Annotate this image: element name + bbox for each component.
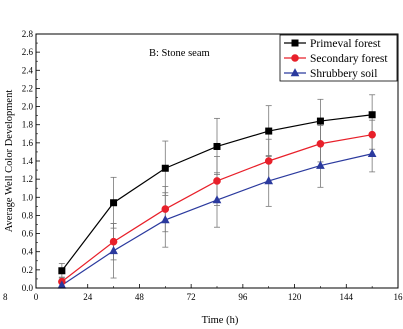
y-tick-label: 2.4 (22, 65, 34, 75)
legend-marker-secondary-forest (291, 54, 299, 62)
y-axis-title: Average Well Color Development (4, 90, 15, 233)
y-tick-label: 0.2 (22, 265, 33, 275)
data-point-secondary-forest (264, 157, 273, 165)
y-tick-label: 1.4 (22, 156, 34, 166)
left-edge-label: 8 (3, 292, 8, 302)
data-point-secondary-forest (213, 177, 221, 185)
x-tick-label: 16 (394, 292, 403, 302)
x-tick-label: 72 (187, 292, 196, 302)
y-tick-label: 0.0 (22, 283, 34, 293)
y-tick-label: 2.8 (22, 29, 34, 39)
data-point-primeval-forest (161, 164, 169, 172)
data-point-shrubbery-soil (212, 195, 222, 204)
legend: Primeval forest Secondary forest Shrubbery… (279, 34, 398, 82)
errorbars-layer (58, 94, 376, 289)
legend-label-primeval-forest: Primeval forest (310, 38, 381, 50)
data-point-shrubbery-soil (316, 160, 325, 169)
y-tick-label: 0.6 (22, 229, 34, 239)
legend-label-secondary-forest: Secondary forest (310, 53, 388, 65)
data-point-secondary-forest (161, 205, 170, 213)
y-tick-label: 2.0 (22, 102, 34, 112)
y-tick-label: 1.0 (22, 192, 34, 202)
legend-marker-shrubbery-soil (290, 68, 300, 77)
data-point-secondary-forest (316, 139, 325, 148)
y-tick-label: 1.8 (22, 120, 34, 130)
x-tick-label: 144 (340, 292, 354, 302)
x-tick-label: 120 (288, 292, 302, 302)
data-point-shrubbery-soil (367, 148, 377, 158)
data-point-primeval-forest (316, 117, 324, 125)
plot-frame (35, 33, 399, 289)
x-tick-label: 24 (83, 292, 93, 302)
x-tick-label: 0 (34, 292, 39, 302)
y-tick-label: 2.6 (22, 47, 34, 57)
data-point-shrubbery-soil (109, 245, 118, 255)
data-point-primeval-forest (213, 142, 221, 150)
data-point-secondary-forest (109, 237, 118, 246)
x-axis-title: Time (h) (202, 315, 239, 326)
data-point-shrubbery-soil (264, 176, 274, 185)
y-tick-label: 2.2 (22, 83, 33, 93)
y-tick-label: 0.4 (22, 247, 34, 257)
data-point-primeval-forest (110, 199, 118, 207)
chart-annotation: B: Stone seam (149, 48, 210, 59)
data-point-primeval-forest (368, 111, 376, 119)
data-point-secondary-forest (368, 130, 376, 139)
data-point-shrubbery-soil (160, 215, 170, 224)
markers-layer (57, 111, 377, 289)
x-tick-label: 96 (238, 292, 248, 302)
y-tick-label: 1.2 (22, 174, 33, 184)
legend-label-shrubbery-soil: Shrubbery soil (310, 68, 377, 80)
legend-marker-primeval-forest (291, 39, 299, 47)
data-point-primeval-forest (265, 127, 273, 135)
y-tick-label: 1.6 (22, 138, 34, 148)
x-tick-label: 48 (135, 292, 145, 302)
ticks-layer: 0.0 0.2 0.4 0.6 0.8 1.0 1.2 1.4 1.6 1.8 2.0 2.2 2.4 2… (22, 29, 403, 302)
y-tick-label: 0.8 (22, 210, 34, 220)
data-point-primeval-forest (58, 267, 66, 275)
